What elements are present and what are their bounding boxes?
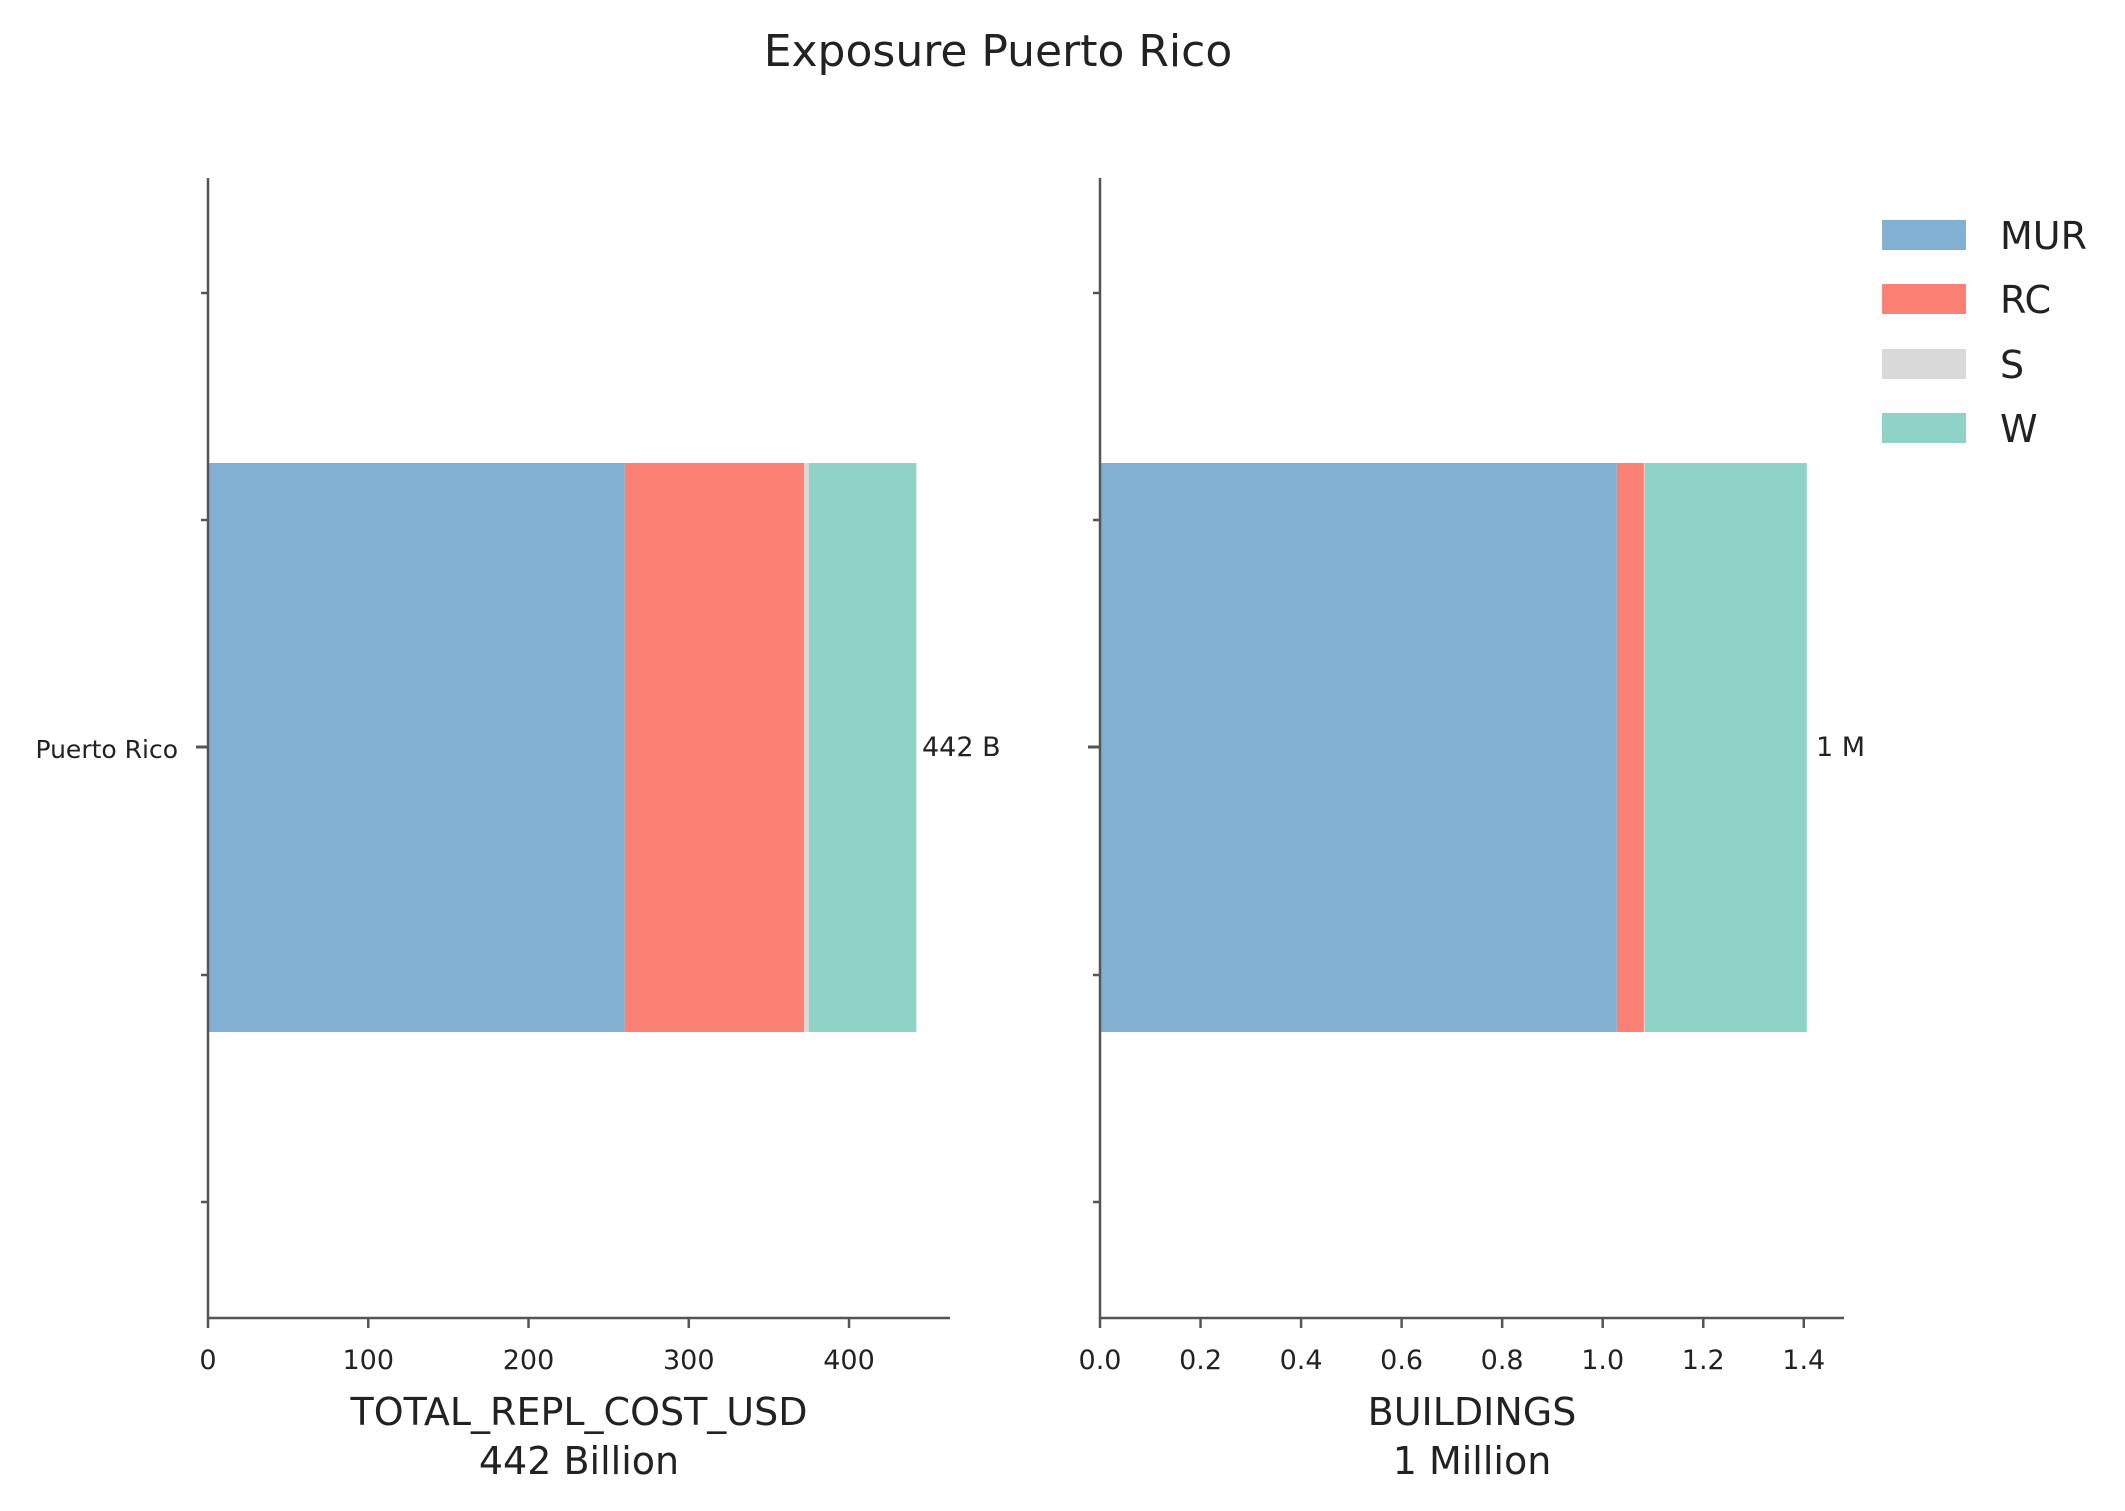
right-bar-mur [1100, 463, 1617, 1032]
right-bar-rc [1616, 463, 1644, 1032]
right-x-axis-title: BUILDINGS [1368, 1390, 1577, 1434]
right-x-tick-label-1: 0.2 [1179, 1345, 1222, 1376]
legend-swatch-mur [1882, 220, 1966, 250]
right-x-tick-label-3: 0.6 [1380, 1345, 1423, 1376]
legend: MUR RC S W [1882, 214, 2087, 451]
right-x-ticks: 0.0 0.2 0.4 0.6 0.8 1.0 1.2 1.4 [1079, 1318, 1825, 1376]
right-bar-w [1644, 463, 1807, 1032]
right-bar-s [1643, 463, 1645, 1032]
left-panel: 0 100 200 300 400 Puerto Rico 442 B TOTAL_RE… [35, 178, 1001, 1483]
left-x-tick-label-3: 300 [663, 1345, 715, 1376]
legend-label-s: S [2000, 343, 2024, 387]
left-bar-w [808, 463, 917, 1032]
left-x-tick-label-4: 400 [823, 1345, 875, 1376]
right-panel: 0.0 0.2 0.4 0.6 0.8 1.0 1.2 1.4 1 M BUILDINGS 1… [1079, 178, 1865, 1483]
left-x-tick-label-0: 0 [199, 1345, 216, 1376]
left-bar-s [804, 463, 809, 1032]
right-y-ticks [1088, 291, 1100, 1204]
right-x-axis-subtitle: 1 Million [1393, 1439, 1552, 1483]
left-bar-mur [208, 463, 625, 1032]
left-category-label: Puerto Rico [35, 735, 178, 764]
left-x-ticks: 0 100 200 300 400 [199, 1318, 875, 1376]
legend-label-w: W [2000, 407, 2038, 451]
legend-swatch-w [1882, 413, 1966, 443]
left-x-tick-label-2: 200 [503, 1345, 555, 1376]
right-x-tick-label-4: 0.8 [1481, 1345, 1524, 1376]
legend-label-mur: MUR [2000, 214, 2087, 258]
left-x-tick-label-1: 100 [342, 1345, 394, 1376]
left-x-axis-subtitle: 442 Billion [479, 1439, 679, 1483]
left-x-axis-title: TOTAL_REPL_COST_USD [349, 1390, 807, 1434]
right-bars [1100, 463, 1807, 1032]
legend-swatch-rc [1882, 284, 1966, 314]
left-bars [208, 463, 917, 1032]
right-x-tick-label-6: 1.2 [1682, 1345, 1725, 1376]
chart-title: Exposure Puerto Rico [764, 26, 1233, 77]
right-total-label: 1 M [1816, 732, 1865, 763]
right-x-tick-label-7: 1.4 [1782, 1345, 1825, 1376]
legend-label-rc: RC [2000, 278, 2051, 322]
left-y-ticks [196, 291, 208, 1204]
right-x-tick-label-5: 1.0 [1581, 1345, 1624, 1376]
legend-swatch-s [1882, 349, 1966, 379]
left-total-label: 442 B [922, 732, 1001, 763]
left-bar-rc [624, 463, 805, 1032]
right-x-tick-label-0: 0.0 [1079, 1345, 1122, 1376]
right-x-tick-label-2: 0.4 [1280, 1345, 1323, 1376]
